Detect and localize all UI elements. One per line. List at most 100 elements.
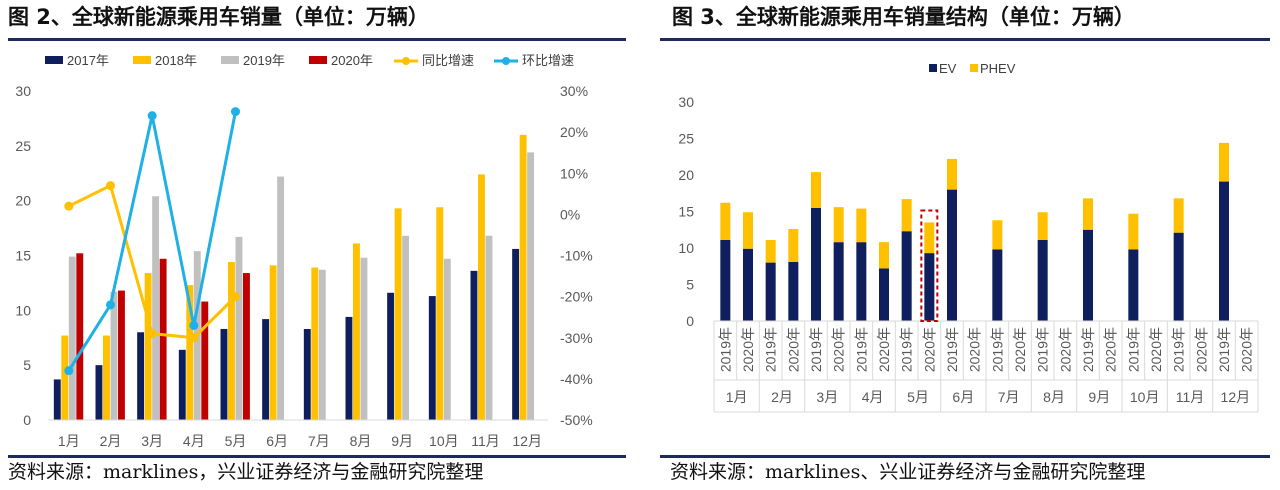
stack-PHEV-1月-2020年: [743, 212, 753, 249]
legend-swatch-2017年: [45, 56, 63, 64]
x-tick-label: 8月: [350, 433, 372, 449]
stack-EV-11月-2019年: [1173, 232, 1184, 321]
point-同比增速: [64, 201, 74, 211]
highlight-box: [920, 209, 939, 322]
right-y-tick-label: -40%: [560, 371, 593, 387]
stack-EV-3月-2019年: [811, 207, 821, 321]
stack-PHEV-4月-2020年: [879, 242, 889, 269]
left-source-rule: [8, 455, 626, 458]
left-y-tick-label: 10: [15, 302, 31, 318]
stack-PHEV-10月-2019年: [1128, 213, 1139, 250]
legend-label: 环比增速: [522, 53, 574, 68]
right-y-tick-label: 30%: [560, 83, 588, 99]
bar-2017年-11月: [470, 270, 478, 420]
stack-PHEV-5月-2019年: [901, 199, 912, 232]
right-figure-title: 图 3、全球新能源乘用车销量结构（单位：万辆）: [672, 5, 1135, 29]
stack-PHEV-2月-2020年: [788, 229, 799, 262]
right-source-note: 资料来源：marklines、兴业证券经济与金融研究院整理: [670, 461, 1146, 483]
stack-EV-10月-2019年: [1128, 249, 1139, 321]
stack-PHEV-11月-2019年: [1173, 198, 1184, 233]
x-tick-label: 6月: [266, 433, 288, 449]
point-同比增速: [231, 292, 240, 302]
stack-EV-6月-2019年: [947, 189, 957, 321]
bar-2017年-5月: [220, 328, 228, 420]
stack-PHEV-8月-2019年: [1037, 212, 1048, 240]
bar-2017年-12月: [512, 248, 520, 420]
bar-2017年-9月: [387, 292, 395, 420]
legend-label: 同比增速: [422, 53, 474, 68]
year-tick-label: 2020年: [1148, 327, 1164, 372]
bar-2019年-8月: [360, 257, 368, 420]
left-y-tick-label: 0: [23, 412, 31, 428]
stack-PHEV-6月-2019年: [947, 158, 957, 190]
stack-PHEV-2月-2019年: [765, 239, 776, 263]
month-tick-label: 12月: [1221, 389, 1251, 405]
point-环比增速: [189, 320, 199, 330]
bar-2019年-1月: [68, 256, 76, 420]
stack-EV-7月-2019年: [992, 249, 1003, 321]
bar-2017年-10月: [428, 296, 436, 420]
stack-PHEV-3月-2020年: [833, 207, 844, 243]
stack-EV-5月-2020年: [924, 253, 935, 321]
legend-label: 2017年: [67, 53, 109, 68]
year-tick-label: 2020年: [1103, 327, 1119, 372]
year-tick-label: 2019年: [853, 327, 869, 372]
right-chart-y-tick-label: 10: [678, 240, 694, 256]
bar-2020年-1月: [76, 253, 84, 420]
legend-swatch-2020年: [309, 56, 327, 64]
month-tick-label: 10月: [1130, 389, 1160, 405]
point-同比增速: [147, 329, 157, 339]
point-环比增速: [64, 366, 74, 376]
bar-2018年-1月: [61, 335, 69, 420]
legend-label: PHEV: [980, 61, 1016, 76]
legend-label: EV: [939, 61, 957, 76]
year-tick-label: 2019年: [808, 327, 824, 372]
bar-2020年-2月: [118, 290, 125, 420]
bar-2018年-9月: [394, 208, 402, 420]
stack-PHEV-7月-2019年: [992, 220, 1003, 250]
bar-2019年-2月: [110, 291, 118, 420]
right-y-tick-label: -10%: [560, 248, 593, 264]
year-tick-label: 2019年: [899, 327, 915, 372]
x-tick-label: 12月: [512, 433, 542, 449]
right-y-tick-label: 20%: [560, 124, 588, 140]
bar-2017年-1月: [53, 379, 61, 420]
year-tick-label: 2020年: [785, 327, 801, 372]
point-同比增速: [189, 333, 199, 343]
legend-label: 2018年: [155, 53, 197, 68]
right-y-tick-label: -50%: [560, 412, 593, 428]
right-source-rule: [660, 455, 1270, 458]
year-tick-label: 2019年: [1125, 327, 1141, 372]
x-tick-label: 2月: [100, 433, 122, 449]
left-y-tick-label: 5: [23, 357, 31, 373]
stack-EV-2月-2019年: [765, 262, 776, 321]
year-tick-label: 2020年: [1239, 327, 1255, 372]
year-tick-label: 2019年: [1171, 327, 1187, 372]
bar-2018年-5月: [228, 262, 235, 420]
stack-PHEV-1月-2019年: [720, 202, 731, 240]
legend-label: 2020年: [331, 53, 373, 68]
bar-2019年-11月: [485, 235, 493, 420]
legend-marker-同比增速: [402, 57, 410, 65]
x-tick-label: 5月: [225, 433, 247, 449]
bar-2017年-4月: [178, 349, 186, 420]
stack-PHEV-12月-2019年: [1219, 142, 1229, 182]
right-y-tick-label: -30%: [560, 330, 593, 346]
stack-EV-4月-2020年: [879, 268, 889, 321]
bar-2018年-2月: [103, 335, 110, 420]
bar-2018年-12月: [519, 134, 527, 420]
year-tick-label: 2020年: [967, 327, 983, 372]
right-chart-y-tick-label: 5: [686, 277, 694, 293]
x-tick-label: 3月: [141, 433, 163, 449]
year-tick-label: 2020年: [1057, 327, 1073, 372]
bar-2020年-3月: [159, 258, 167, 420]
line-同比增速: [68, 184, 237, 340]
month-tick-label: 7月: [998, 389, 1020, 405]
point-环比增速: [147, 111, 157, 121]
stack-EV-4月-2019年: [856, 242, 867, 321]
bar-2020年-5月: [243, 273, 250, 420]
left-y-tick-label: 20: [15, 193, 31, 209]
stack-PHEV-4月-2019年: [856, 208, 867, 243]
left-y-tick-label: 25: [15, 138, 31, 154]
